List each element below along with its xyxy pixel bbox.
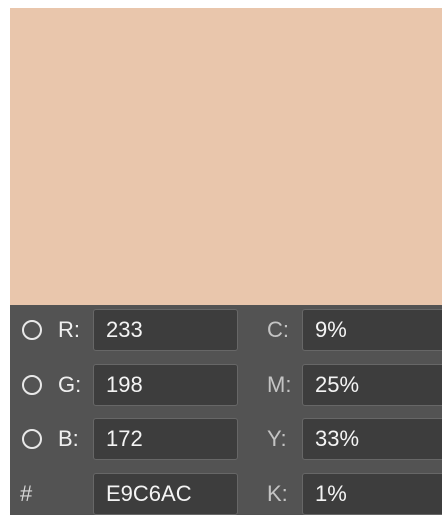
channel-label: C: (267, 317, 289, 342)
hex-input[interactable]: E9C6AC (93, 472, 238, 515)
channel-input[interactable]: 1% (302, 472, 442, 515)
radio-button[interactable] (22, 374, 42, 395)
channel-input[interactable]: 233 (93, 309, 238, 351)
channel-label: K: (267, 480, 288, 506)
channel-label: M: (267, 371, 292, 397)
channel-label: G: (58, 371, 82, 397)
channel-label: B: (58, 426, 79, 451)
channel-input[interactable]: 33% (302, 418, 442, 460)
hex-label: # (20, 480, 33, 506)
channel-input[interactable]: 9% (302, 309, 442, 351)
channel-input[interactable]: 172 (93, 418, 238, 460)
radio-button[interactable] (22, 429, 42, 449)
channel-label: R: (58, 317, 80, 342)
color-values-panel: R: 233 G: 198 B: 172 # E9C6AC C: 9% M: 25% Y: 33% K: 1% (10, 305, 442, 515)
channel-input[interactable]: 198 (93, 363, 238, 406)
radio-button[interactable] (22, 320, 42, 340)
channel-input[interactable]: 25% (302, 363, 442, 406)
channel-label: Y: (267, 426, 287, 451)
color-swatch (10, 8, 442, 305)
